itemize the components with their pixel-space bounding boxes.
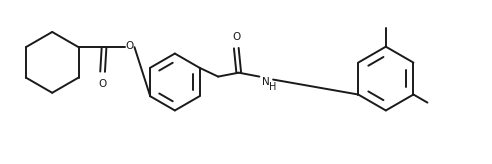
Text: O: O <box>125 41 134 51</box>
Text: O: O <box>232 32 241 42</box>
Text: O: O <box>98 79 107 89</box>
Text: H: H <box>269 82 276 92</box>
Text: N: N <box>262 78 270 87</box>
